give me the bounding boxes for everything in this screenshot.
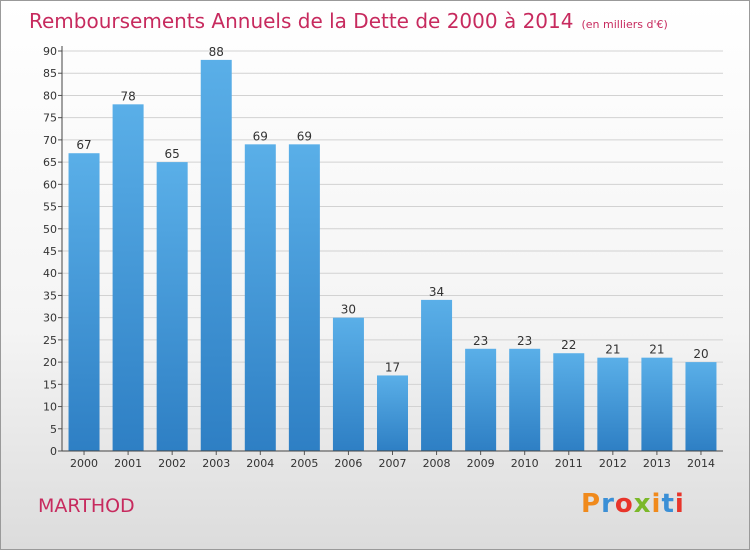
x-tick-label: 2002 [158,457,186,470]
y-tick-label: 5 [50,423,57,436]
y-tick-label: 40 [43,267,57,280]
bar [156,162,188,451]
data-label: 17 [385,360,400,374]
logo-letter: x [633,489,652,519]
y-tick-label: 70 [43,134,57,147]
x-tick-label: 2004 [246,457,274,470]
data-label: 67 [76,138,91,152]
commune-name: MARTHOD [38,495,135,517]
logo-letter: P [581,489,602,519]
x-tick-label: 2011 [555,457,583,470]
y-tick-label: 20 [43,356,57,369]
data-label: 69 [253,129,268,143]
y-tick-label: 80 [43,89,57,102]
bar [685,362,717,451]
x-tick-label: 2010 [511,457,539,470]
y-tick-label: 30 [43,312,57,325]
y-tick-label: 45 [43,245,57,258]
data-label: 34 [429,285,444,299]
bar [641,357,673,451]
x-tick-label: 2000 [70,457,98,470]
bar [68,153,100,451]
y-tick-label: 35 [43,289,57,302]
data-label: 20 [693,347,708,361]
x-tick-label: 2008 [423,457,451,470]
data-label: 30 [341,303,356,317]
data-label: 78 [120,89,135,103]
logo-letter: i [651,489,662,519]
logo-letter: t [661,489,675,519]
data-label: 21 [605,343,620,357]
chart-title: Remboursements Annuels de la Dette de 20… [29,9,668,33]
y-tick-label: 85 [43,67,57,80]
bar [200,59,232,452]
logo-letter: i [674,489,685,519]
data-label: 65 [165,147,180,161]
data-label: 23 [517,334,532,348]
y-tick-label: 55 [43,201,57,214]
data-label: 88 [209,45,224,59]
bar [465,348,497,451]
x-tick-label: 2012 [599,457,627,470]
bar [288,144,320,452]
y-tick-label: 75 [43,112,57,125]
data-label: 23 [473,334,488,348]
bar [597,357,629,451]
y-tick-label: 15 [43,378,57,391]
y-tick-label: 50 [43,223,57,236]
x-tick-label: 2006 [334,457,362,470]
logo-letter: r [601,489,615,519]
x-tick-label: 2005 [290,457,318,470]
x-tick-label: 2003 [202,457,230,470]
y-tick-label: 60 [43,178,57,191]
chart-title-text: Remboursements Annuels de la Dette de 20… [29,9,574,33]
bar [377,375,408,451]
bar [553,353,585,451]
y-tick-label: 90 [43,45,57,58]
chart-unit: (en milliers d'€) [581,18,668,31]
y-axis-ticks: 0 5 10 15 20 25 30 35 40 45 50 55 60 65 70 75 80 85 90 [43,45,62,458]
data-label: 69 [297,129,312,143]
data-label: 21 [649,343,664,357]
bar [112,104,144,451]
data-labels: 67 78 65 88 69 69 30 17 34 23 23 22 21 21 20 [76,45,708,375]
y-tick-label: 25 [43,334,57,347]
data-label: 22 [561,338,576,352]
x-tick-label: 2001 [114,457,142,470]
y-tick-label: 10 [43,401,57,414]
x-tick-label: 2007 [379,457,407,470]
x-axis-ticks: 2000 2001 2002 2003 2004 2005 2006 2007 2008 2009… [70,451,715,470]
bar [509,348,541,451]
y-tick-label: 0 [50,445,57,458]
proxiti-logo: Proxiti [581,489,685,519]
bar [421,299,453,451]
bars [68,59,717,452]
x-tick-label: 2013 [643,457,671,470]
x-tick-label: 2009 [467,457,495,470]
logo-letter: o [614,489,634,519]
x-tick-label: 2014 [687,457,715,470]
bar [244,144,276,452]
y-tick-label: 65 [43,156,57,169]
bar [332,317,364,451]
